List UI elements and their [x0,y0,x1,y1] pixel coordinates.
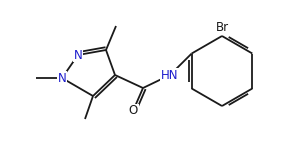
Text: O: O [128,104,138,118]
Text: N: N [74,49,82,62]
Text: N: N [58,71,66,84]
Text: Br: Br [215,21,229,34]
Text: HN: HN [161,69,179,82]
